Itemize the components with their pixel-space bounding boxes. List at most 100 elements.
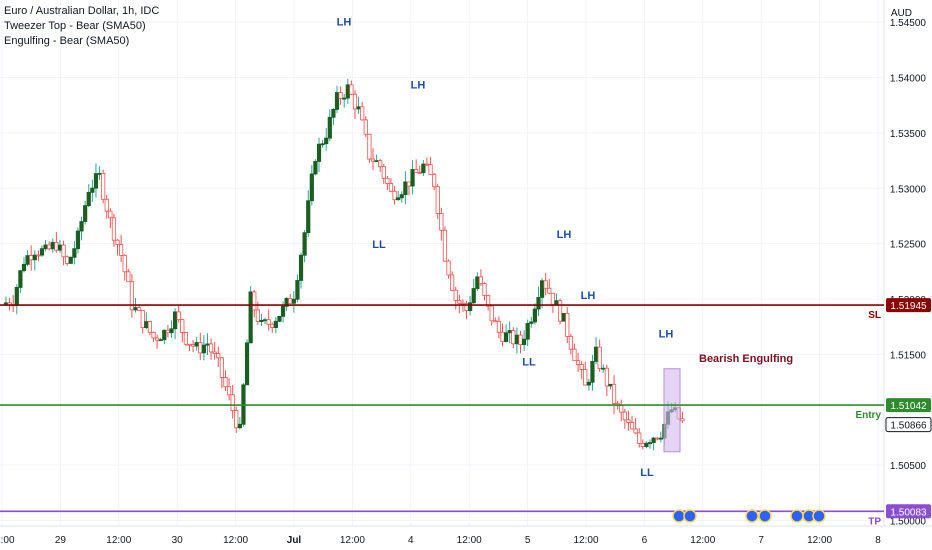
candle-body xyxy=(226,386,232,396)
candle-body xyxy=(158,339,163,342)
candle-body xyxy=(36,254,41,257)
candle-body xyxy=(320,143,325,146)
candle-body xyxy=(568,336,573,350)
candle-body xyxy=(190,344,196,347)
candle-body xyxy=(334,92,340,110)
candle-body xyxy=(370,158,376,162)
candle-body xyxy=(475,276,480,289)
y-tick-label: 1.50000 xyxy=(890,516,927,527)
x-tick-label: 12:00 xyxy=(223,535,248,546)
candle-body xyxy=(140,310,145,329)
last-price-label: 1.50866 xyxy=(890,421,927,432)
x-tick-label: 12:00 xyxy=(807,535,832,546)
candle-body xyxy=(363,119,368,135)
x-tick-label: Jul xyxy=(287,535,302,546)
candle-body xyxy=(133,307,138,311)
candle-body xyxy=(579,364,584,370)
event-flag-icon xyxy=(790,509,804,523)
candle-body xyxy=(248,291,253,344)
candle-body xyxy=(198,342,203,354)
event-flag-icon xyxy=(683,509,697,523)
candle-body xyxy=(234,410,239,429)
candle-body xyxy=(216,353,221,359)
candle-body xyxy=(547,287,552,294)
x-tick-label: 12:00 xyxy=(573,535,598,546)
x-tick-label: 5 xyxy=(525,535,531,546)
swing-label-lh: LH xyxy=(337,16,352,28)
candle-body xyxy=(183,332,188,345)
candle-body xyxy=(205,343,210,346)
candle-body xyxy=(428,164,433,175)
candle-body xyxy=(622,411,627,421)
candle-body xyxy=(43,244,48,250)
x-tick-label: 12:00 xyxy=(690,535,715,546)
candle-body xyxy=(539,280,545,298)
candle-body xyxy=(360,106,365,121)
candle-body xyxy=(521,338,527,346)
candle-body xyxy=(54,241,59,251)
candle-body xyxy=(47,244,52,250)
candle-body xyxy=(18,270,23,288)
candle-body xyxy=(601,367,606,370)
candle-body xyxy=(356,106,361,110)
engulfing-label: Bearish Engulfing xyxy=(699,353,793,365)
candle-body xyxy=(126,271,131,283)
candle-body xyxy=(288,297,293,304)
engulfing-box xyxy=(663,368,681,453)
candle-body xyxy=(536,297,541,310)
x-tick-label: 29 xyxy=(55,535,67,546)
candle-body xyxy=(122,254,127,273)
candle-body xyxy=(32,254,37,261)
candle-body xyxy=(658,437,663,440)
candle-body xyxy=(50,241,55,250)
candle-body xyxy=(417,172,422,174)
candle-body xyxy=(349,84,354,95)
candle-body xyxy=(93,173,99,189)
candle-body xyxy=(291,298,296,304)
chart-legend: Euro / Australian Dollar, 1h, IDC Tweeze… xyxy=(4,4,159,49)
candle-body xyxy=(385,177,390,184)
candle-body xyxy=(295,280,300,300)
candle-body xyxy=(626,419,631,423)
candle-body xyxy=(194,342,199,347)
candle-body xyxy=(176,311,181,321)
candle-body xyxy=(338,92,343,99)
swing-label-lh: LH xyxy=(557,229,572,241)
level-price-tag-sl xyxy=(886,298,931,313)
candle-body xyxy=(424,163,430,166)
candle-body xyxy=(453,289,458,301)
y-tick-label: 1.53500 xyxy=(890,129,927,140)
candle-body xyxy=(518,334,523,346)
y-tick-label: 1.52500 xyxy=(890,240,927,251)
candle-body xyxy=(496,320,502,333)
candle-body xyxy=(611,383,617,404)
event-flag-icon xyxy=(745,509,759,523)
candle-body xyxy=(273,320,278,328)
y-tick-label: 1.50500 xyxy=(890,461,927,472)
candle-body xyxy=(79,221,84,232)
candle-body xyxy=(583,369,588,386)
candle-body xyxy=(651,437,656,443)
candle-body xyxy=(439,213,444,231)
candle-body xyxy=(25,255,30,265)
y-axis-unit: AUD xyxy=(891,8,912,19)
x-tick-label: 12:00 xyxy=(457,535,482,546)
candle-body xyxy=(345,84,350,99)
candle-body xyxy=(561,313,566,322)
candle-body xyxy=(115,239,120,245)
candle-body xyxy=(374,160,379,163)
level-name-label: SL xyxy=(868,310,881,321)
candle-body xyxy=(86,191,91,207)
swing-label-lh: LH xyxy=(581,290,596,302)
candle-body xyxy=(554,300,559,306)
legend-symbol: Euro / Australian Dollar, 1h, IDC xyxy=(4,5,160,17)
candle-body xyxy=(75,230,81,250)
candle-body xyxy=(629,422,635,430)
candle-body xyxy=(421,163,426,174)
candle-body xyxy=(14,287,19,306)
candle-body xyxy=(111,217,117,241)
candle-body xyxy=(388,183,394,192)
candle-body xyxy=(212,351,217,354)
swing-label-lh: LH xyxy=(659,329,674,341)
